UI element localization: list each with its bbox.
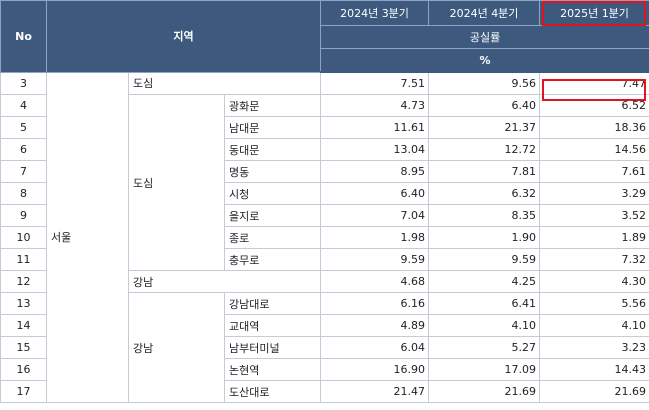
value-cell: 6.40 xyxy=(428,94,541,117)
value-cell: 5.27 xyxy=(428,336,541,359)
value-cell: 3.29 xyxy=(539,182,649,205)
district-name: 강남대로 xyxy=(223,292,322,315)
value-cell: 7.61 xyxy=(539,160,649,183)
row-number: 3 xyxy=(0,71,47,95)
row-number: 5 xyxy=(0,116,47,139)
value-cell: 11.61 xyxy=(320,116,430,139)
header-no: No xyxy=(0,0,47,73)
value-cell: 4.89 xyxy=(320,314,430,337)
header-region: 지역 xyxy=(45,0,322,73)
group-total-name: 강남 xyxy=(127,270,322,293)
table-row: 7 명동 8.95 7.81 7.61 xyxy=(0,160,649,183)
value-cell: 7.81 xyxy=(428,160,541,183)
value-cell: 6.41 xyxy=(428,292,541,315)
group-cell-cbd: 도심 xyxy=(128,94,225,271)
district-name: 동대문 xyxy=(223,138,322,161)
district-name: 시청 xyxy=(223,182,322,205)
district-name: 종로 xyxy=(223,226,322,249)
value-cell: 1.98 xyxy=(320,226,430,249)
value-cell: 8.35 xyxy=(428,204,541,227)
row-number: 16 xyxy=(0,358,47,381)
table-row: 14 교대역 4.89 4.10 4.10 xyxy=(0,314,649,337)
row-number: 9 xyxy=(0,204,47,227)
value-cell: 6.40 xyxy=(320,182,430,205)
table-row: 4 도심 광화문 4.73 6.40 6.52 xyxy=(0,94,649,271)
value-cell: 7.47 xyxy=(539,71,649,95)
row-number: 10 xyxy=(0,226,47,249)
table-row: 16 논현역 16.90 17.09 14.43 xyxy=(0,358,649,381)
table-row: 11 충무로 9.59 9.59 7.32 xyxy=(0,248,649,271)
header-period-3: 2025년 1분기 xyxy=(539,0,649,26)
row-number: 11 xyxy=(0,248,47,271)
district-name: 광화문 xyxy=(223,94,322,117)
value-cell: 14.43 xyxy=(539,358,649,381)
value-cell: 6.16 xyxy=(320,292,430,315)
value-cell: 3.23 xyxy=(539,336,649,359)
value-cell: 21.69 xyxy=(428,380,541,403)
row-number: 17 xyxy=(0,380,47,403)
value-cell: 7.51 xyxy=(320,71,430,95)
table-row: 17 도산대로 21.47 21.69 21.69 xyxy=(0,380,649,403)
table-row: 9 을지로 7.04 8.35 3.52 xyxy=(0,204,649,227)
value-cell: 6.52 xyxy=(539,94,649,117)
district-name: 명동 xyxy=(223,160,322,183)
value-cell: 18.36 xyxy=(539,116,649,139)
district-name: 을지로 xyxy=(223,204,322,227)
value-cell: 4.30 xyxy=(539,270,649,293)
value-cell: 16.90 xyxy=(320,358,430,381)
value-cell: 14.56 xyxy=(539,138,649,161)
row-number: 6 xyxy=(0,138,47,161)
value-cell: 9.59 xyxy=(320,248,430,271)
row-number: 8 xyxy=(0,182,47,205)
group-cell-gangnam: 강남 xyxy=(128,292,225,403)
value-cell: 1.89 xyxy=(539,226,649,249)
value-cell: 9.56 xyxy=(428,71,541,95)
value-cell: 4.25 xyxy=(428,270,541,293)
value-cell: 1.90 xyxy=(428,226,541,249)
value-cell: 4.73 xyxy=(320,94,430,117)
value-cell: 6.04 xyxy=(320,336,430,359)
value-cell: 4.68 xyxy=(320,270,430,293)
group-total-name: 도심 xyxy=(127,71,322,95)
district-name: 남부터미널 xyxy=(223,336,322,359)
table-row: 5 남대문 11.61 21.37 18.36 xyxy=(0,116,649,139)
district-name: 논현역 xyxy=(223,358,322,381)
row-number: 12 xyxy=(0,270,47,293)
table-row: 12 강남 4.68 4.25 4.30 xyxy=(0,270,649,293)
value-cell: 4.10 xyxy=(539,314,649,337)
value-cell: 8.95 xyxy=(320,160,430,183)
header-metric: 공실률 xyxy=(320,25,649,49)
row-number: 15 xyxy=(0,336,47,359)
row-number: 4 xyxy=(0,94,47,117)
district-name: 교대역 xyxy=(223,314,322,337)
row-number: 7 xyxy=(0,160,47,183)
value-cell: 21.37 xyxy=(428,116,541,139)
value-cell: 7.32 xyxy=(539,248,649,271)
value-cell: 21.69 xyxy=(539,380,649,403)
value-cell: 13.04 xyxy=(320,138,430,161)
value-cell: 4.10 xyxy=(428,314,541,337)
value-cell: 9.59 xyxy=(428,248,541,271)
table-row: 6 동대문 13.04 12.72 14.56 xyxy=(0,138,649,161)
header-period-1: 2024년 3분기 xyxy=(320,0,430,26)
value-cell: 7.04 xyxy=(320,204,430,227)
value-cell: 12.72 xyxy=(428,138,541,161)
value-cell: 21.47 xyxy=(320,380,430,403)
value-cell: 6.32 xyxy=(428,182,541,205)
value-cell: 3.52 xyxy=(539,204,649,227)
row-number: 14 xyxy=(0,314,47,337)
header-unit: % xyxy=(320,48,649,73)
district-name: 도산대로 xyxy=(223,380,322,403)
value-cell: 5.56 xyxy=(539,292,649,315)
city-cell: 서울 xyxy=(46,71,129,403)
district-name: 남대문 xyxy=(223,116,322,139)
header-period-2: 2024년 4분기 xyxy=(428,0,541,26)
table-row: 3 서울 도심 7.51 9.56 7.47 xyxy=(0,71,649,403)
district-name: 충무로 xyxy=(223,248,322,271)
row-number: 13 xyxy=(0,292,47,315)
value-cell: 17.09 xyxy=(428,358,541,381)
